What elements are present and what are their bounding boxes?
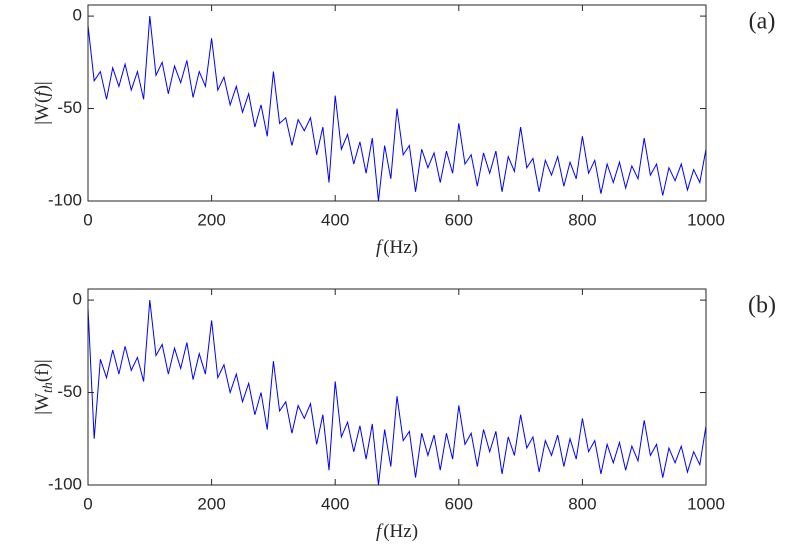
x-axis-label: f (Hz): [376, 521, 418, 542]
panel-label: (b): [748, 293, 776, 319]
x-tick-label: 0: [83, 494, 92, 513]
axes-box: [87, 288, 707, 486]
x-axis-label: f (Hz): [376, 237, 418, 258]
x-axis-label-unit: (Hz): [383, 521, 418, 542]
spectrum-line: [88, 16, 706, 201]
y-axis-label-part: )|: [32, 81, 53, 91]
y-axis-label-part: th: [41, 382, 56, 393]
y-tick-label: -50: [57, 382, 82, 401]
y-axis-label: |W(f)|: [32, 81, 53, 125]
x-axis-label-italic: f: [376, 521, 384, 542]
y-tick-label: -100: [48, 190, 82, 209]
spectrum-line: [88, 300, 706, 485]
x-tick-label: 600: [445, 210, 473, 229]
x-axis-label-unit: (Hz): [383, 237, 418, 258]
x-tick-label: 800: [568, 210, 596, 229]
plot-area: [88, 289, 706, 485]
x-tick-label: 1000: [687, 494, 725, 513]
y-axis-label: |Wth(f)|: [32, 359, 56, 414]
y-axis-label-part: |W(: [32, 97, 53, 125]
x-axis-label-italic: f: [376, 237, 384, 258]
x-tick-label: 400: [321, 210, 349, 229]
y-axis-label-part: f: [32, 89, 53, 97]
x-tick-label: 200: [197, 210, 225, 229]
y-tick-label: -50: [57, 98, 82, 117]
y-axis-label-part: |W: [32, 393, 53, 415]
x-tick-label: 200: [197, 494, 225, 513]
y-axis-label-part: (f)|: [32, 359, 53, 382]
x-tick-label: 1000: [687, 210, 725, 229]
x-tick-label: 800: [568, 494, 596, 513]
x-tick-label: 0: [83, 210, 92, 229]
x-tick-label: 400: [321, 494, 349, 513]
y-tick-label: 0: [73, 6, 82, 25]
axes-box: [87, 4, 707, 202]
plot-area: [88, 5, 706, 201]
panel-label: (a): [749, 9, 776, 35]
y-tick-label: 0: [73, 290, 82, 309]
y-tick-label: -100: [48, 474, 82, 493]
x-tick-label: 600: [445, 494, 473, 513]
